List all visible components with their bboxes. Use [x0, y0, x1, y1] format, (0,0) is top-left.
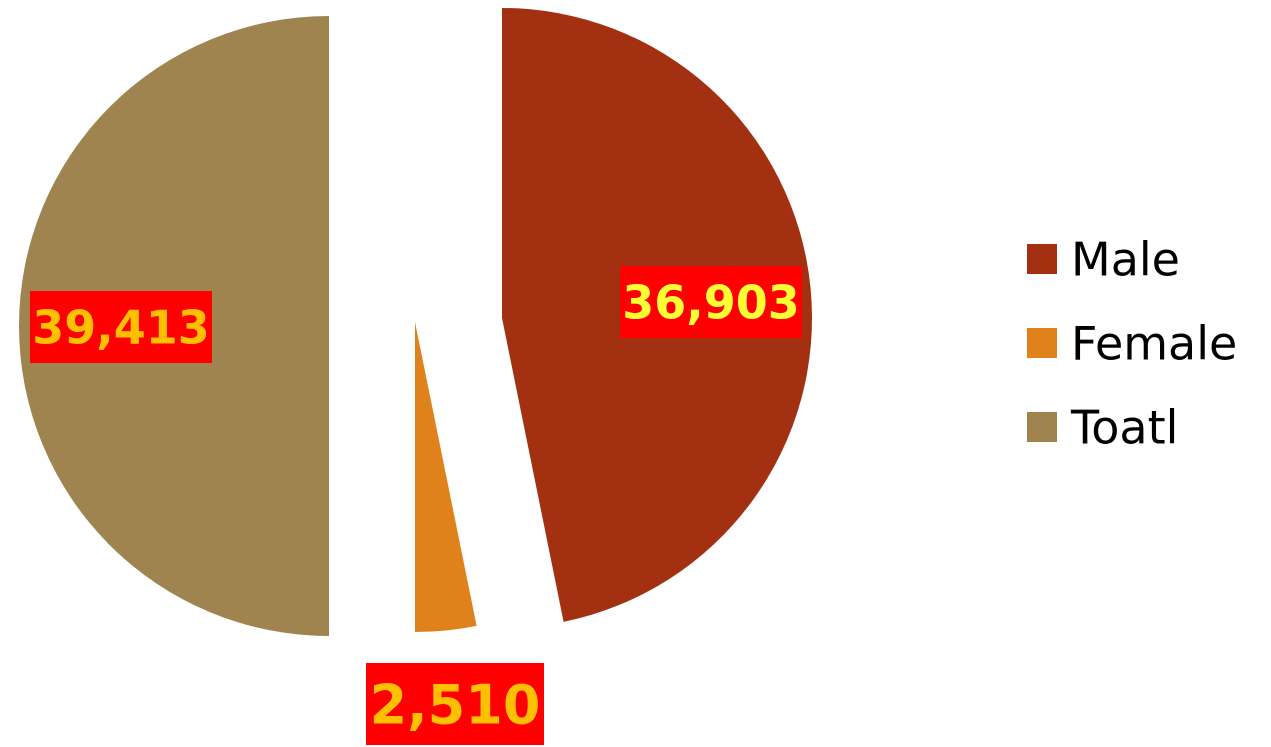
legend-item-male: Male — [1027, 233, 1180, 287]
legend-item-female: Female — [1027, 317, 1237, 371]
pie-slice-female — [415, 322, 477, 632]
legend: Male Female Toatl — [1027, 233, 1237, 455]
data-label-toatl: 39,413 — [30, 291, 212, 363]
data-labels: 36,903 2,510 39,413 — [30, 266, 802, 745]
legend-item-toatl: Toatl — [1027, 401, 1178, 455]
data-label-text: 36,903 — [622, 276, 800, 330]
data-label-box — [30, 291, 212, 363]
data-label-box — [620, 266, 802, 338]
legend-swatch — [1027, 328, 1057, 358]
data-label-male: 36,903 — [620, 266, 802, 338]
data-label-box — [366, 663, 544, 745]
legend-label: Toatl — [1070, 401, 1178, 455]
data-label-text: 2,510 — [370, 673, 541, 736]
data-label-text: 39,413 — [32, 301, 210, 355]
legend-swatch — [1027, 412, 1057, 442]
legend-label: Female — [1071, 317, 1237, 371]
legend-label: Male — [1071, 233, 1180, 287]
legend-swatch — [1027, 244, 1057, 274]
data-label-female: 2,510 — [366, 663, 544, 745]
